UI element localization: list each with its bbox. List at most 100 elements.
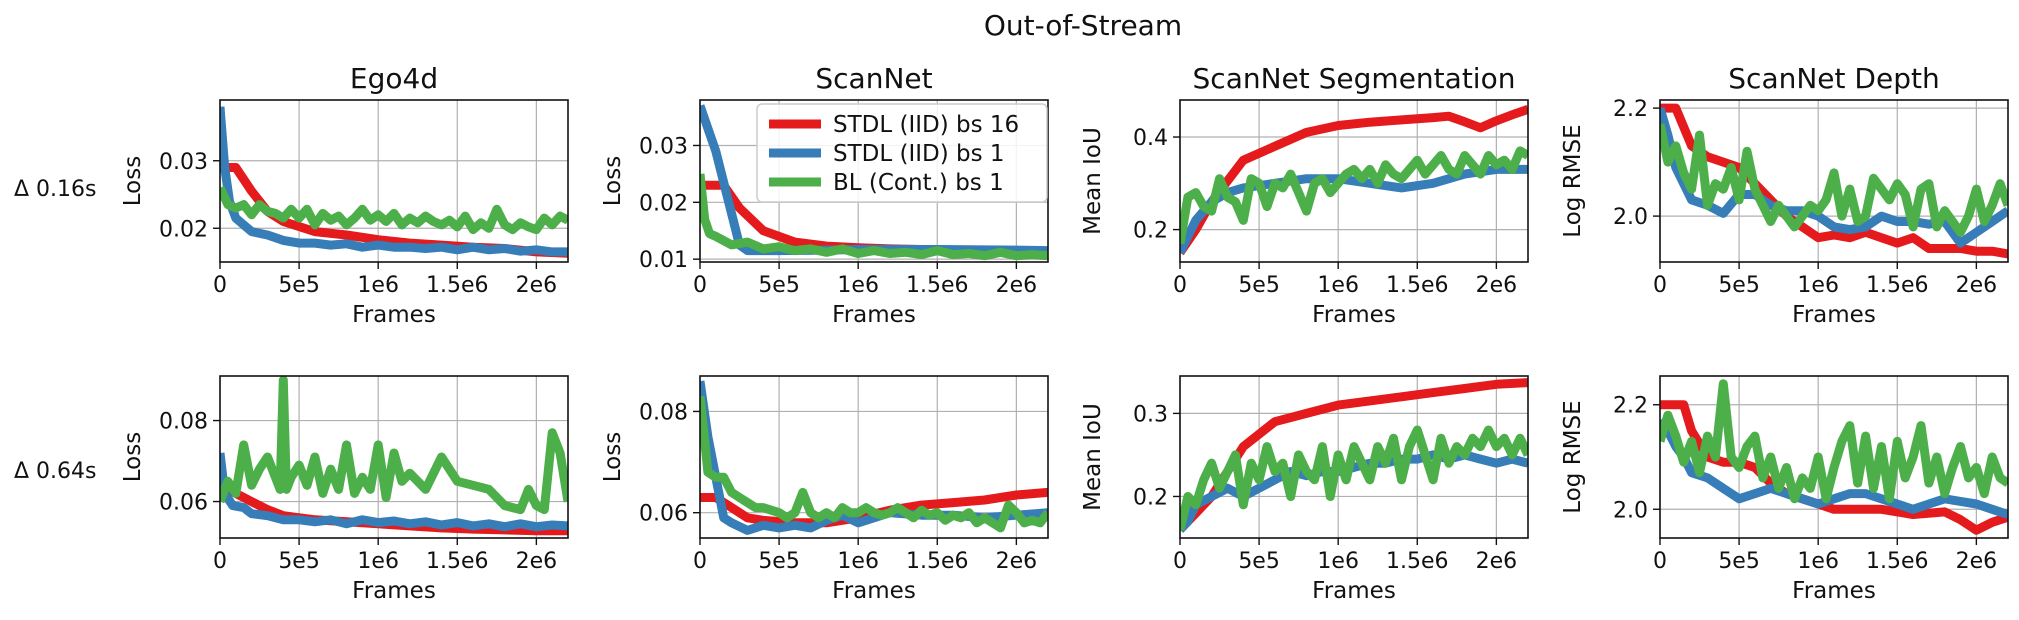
legend-label-1: STDL (IID) bs 1 xyxy=(833,141,1005,167)
panel-0-1-ytick-label-1: 0.02 xyxy=(639,191,688,216)
panel-1-1-xtick-label-0: 0 xyxy=(693,549,707,574)
panel-1-1-ytick-label-0: 0.06 xyxy=(639,502,688,527)
panel-0-0-ytick-label-0: 0.02 xyxy=(159,217,208,242)
panel-0-3-frame xyxy=(1659,99,2009,263)
panel-0-2-title: ScanNet Segmentation xyxy=(1193,62,1516,95)
panel-1-3-ytick-label-0: 2.0 xyxy=(1613,498,1648,523)
legend-label-0: STDL (IID) bs 16 xyxy=(833,112,1019,138)
panel-1-3: 0 5e5 1e6 1.5e6 2e6 2.0 2.2 Frames Log RMSE xyxy=(1560,375,2009,604)
panel-1-0-xtick-label-1: 5e5 xyxy=(278,549,320,574)
panel-1-2-xtick-label-4: 2e6 xyxy=(1476,549,1518,574)
panel-1-1-series-0 xyxy=(700,487,1048,528)
panel-1-0-series-2 xyxy=(220,376,568,515)
panel-0-0-ylabel: Loss xyxy=(120,156,146,206)
panel-0-2-series-2 xyxy=(1180,146,1528,245)
panel-0-2-xtick-label-1: 5e5 xyxy=(1238,273,1280,298)
panel-0-3-xtick-label-3: 1.5e6 xyxy=(1866,273,1929,298)
panel-0-0-frame xyxy=(219,99,569,263)
legend-box xyxy=(756,103,1048,203)
panel-1-0-xlabel: Frames xyxy=(352,578,436,604)
panel-0-3-title: ScanNet Depth xyxy=(1728,62,1939,95)
panel-1-2-xtick-label-1: 5e5 xyxy=(1238,549,1280,574)
panel-1-3-ylabel: Log RMSE xyxy=(1560,400,1586,513)
panel-1-1-series-2 xyxy=(700,395,1048,533)
panel-0-0-series-2 xyxy=(220,185,568,235)
panel-0-1-xtick-label-4: 2e6 xyxy=(996,273,1038,298)
row-label-0: Δ 0.16s xyxy=(14,177,97,202)
panel-1-2-frame xyxy=(1179,375,1529,539)
panel-1-3-xtick-label-1: 5e5 xyxy=(1718,549,1760,574)
panel-1-2-xlabel: Frames xyxy=(1312,578,1396,604)
panel-1-3-series-2 xyxy=(1660,379,2008,504)
panel-0-0: 0 5e5 1e6 1.5e6 2e6 0.02 0.03 Frames Loss Ego4d xyxy=(120,62,569,328)
panel-1-1-xtick-label-2: 1e6 xyxy=(837,549,879,574)
panel-1-0-xtick-label-3: 1.5e6 xyxy=(426,549,489,574)
panel-1-3-xtick-label-2: 1e6 xyxy=(1797,549,1839,574)
panel-0-2-ytick-label-0: 0.2 xyxy=(1133,219,1168,244)
panel-0-2-xtick-label-3: 1.5e6 xyxy=(1386,273,1449,298)
panel-1-3-ytick-label-1: 2.2 xyxy=(1613,394,1648,419)
panel-1-3-xtick-label-3: 1.5e6 xyxy=(1866,549,1929,574)
panel-0-1-xtick-label-2: 1e6 xyxy=(837,273,879,298)
panel-1-0-ytick-label-1: 0.08 xyxy=(159,410,208,435)
panel-1-3-xlabel: Frames xyxy=(1792,578,1876,604)
panel-1-2-xtick-label-0: 0 xyxy=(1173,549,1187,574)
panel-1-1-xlabel: Frames xyxy=(832,578,916,604)
panel-0-0-xlabel: Frames xyxy=(352,302,436,328)
panel-1-0-ylabel: Loss xyxy=(120,432,146,482)
panel-1-1-frame xyxy=(699,375,1049,539)
panel-0-2-series-0 xyxy=(1180,105,1528,256)
panel-1-1-ytick-label-1: 0.08 xyxy=(639,400,688,425)
panel-0-3-xtick-label-1: 5e5 xyxy=(1718,273,1760,298)
panel-1-0-xtick-label-0: 0 xyxy=(213,549,227,574)
panel-1-3-frame xyxy=(1659,375,2009,539)
panel-0-3-xlabel: Frames xyxy=(1792,302,1876,328)
panel-0-0-title: Ego4d xyxy=(350,62,438,95)
panel-0-3-ytick-label-0: 2.0 xyxy=(1613,205,1648,230)
panel-0-3-xtick-label-0: 0 xyxy=(1653,273,1667,298)
panel-1-2: 0 5e5 1e6 1.5e6 2e6 0.2 0.3 Frames Mean IoU xyxy=(1080,375,1529,604)
panel-0-3-ylabel: Log RMSE xyxy=(1560,124,1586,237)
panel-0-0-xtick-label-4: 2e6 xyxy=(516,273,558,298)
panel-1-2-xtick-label-2: 1e6 xyxy=(1317,549,1359,574)
row-label-1: Δ 0.64s xyxy=(14,459,97,484)
panel-0-0-ytick-label-1: 0.03 xyxy=(159,150,208,175)
panel-0-1-series-2 xyxy=(700,173,1048,261)
panel-1-3-xtick-label-4: 2e6 xyxy=(1956,549,1998,574)
panel-1-0-ytick-label-0: 0.06 xyxy=(159,491,208,516)
panel-1-0-frame xyxy=(219,375,569,539)
panel-1-3-xtick-label-0: 0 xyxy=(1653,549,1667,574)
panel-0-3: 0 5e5 1e6 1.5e6 2e6 2.0 2.2 Frames Log RMSE ScanN… xyxy=(1560,62,2009,328)
panel-0-3-series-0 xyxy=(1660,103,2008,259)
panels: 0 5e5 1e6 1.5e6 2e6 0.02 0.03 Frames Loss Ego4d 0 5… xyxy=(120,62,2009,604)
panel-0-2-xlabel: Frames xyxy=(1312,302,1396,328)
panel-0-2-frame xyxy=(1179,99,1529,263)
panel-1-2-ylabel: Mean IoU xyxy=(1080,403,1106,511)
panel-0-1-xtick-label-3: 1.5e6 xyxy=(906,273,969,298)
panel-0-0-xtick-label-2: 1e6 xyxy=(357,273,399,298)
panel-1-1-xtick-label-1: 5e5 xyxy=(758,549,800,574)
panel-0-3-xtick-label-2: 1e6 xyxy=(1797,273,1839,298)
panel-1-0-series-1 xyxy=(220,452,568,532)
panel-0-1-xlabel: Frames xyxy=(832,302,916,328)
panel-0-2-xtick-label-4: 2e6 xyxy=(1476,273,1518,298)
panel-0-1-ytick-label-2: 0.03 xyxy=(639,134,688,159)
panel-1-3-series-1 xyxy=(1660,417,2008,519)
panel-1-2-xtick-label-3: 1.5e6 xyxy=(1386,549,1449,574)
panel-0-0-xtick-label-0: 0 xyxy=(213,273,227,298)
panel-0-2-ytick-label-1: 0.4 xyxy=(1133,126,1168,151)
panel-0-2: 0 5e5 1e6 1.5e6 2e6 0.2 0.4 Frames Mean IoU ScanN… xyxy=(1080,62,1529,328)
panel-1-2-ytick-label-0: 0.2 xyxy=(1133,485,1168,510)
panel-1-2-series-2 xyxy=(1180,425,1528,531)
panel-1-2-ytick-label-1: 0.3 xyxy=(1133,402,1168,427)
panel-0-2-xtick-label-2: 1e6 xyxy=(1317,273,1359,298)
panel-0-1-ylabel: Loss xyxy=(600,156,626,206)
panel-0-1-frame xyxy=(699,99,1049,263)
panel-1-1: 0 5e5 1e6 1.5e6 2e6 0.06 0.08 Frames Loss xyxy=(600,375,1049,604)
panel-1-0-xtick-label-2: 1e6 xyxy=(357,549,399,574)
panel-1-0: 0 5e5 1e6 1.5e6 2e6 0.06 0.08 Frames Loss xyxy=(120,375,569,604)
legend-label-2: BL (Cont.) bs 1 xyxy=(833,170,1004,196)
panel-0-1-title: ScanNet xyxy=(815,62,932,95)
panel-1-0-xtick-label-4: 2e6 xyxy=(516,549,558,574)
